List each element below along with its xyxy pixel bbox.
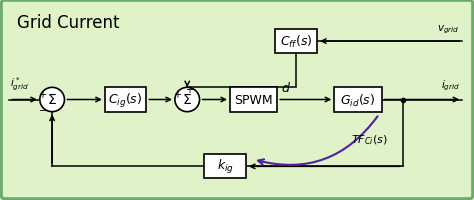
Text: $i^*_{grid}$: $i^*_{grid}$ [10, 75, 29, 92]
Text: $G_{id}(s)$: $G_{id}(s)$ [340, 92, 375, 108]
Circle shape [175, 88, 200, 112]
FancyBboxPatch shape [334, 88, 382, 112]
Text: $k_{ig}$: $k_{ig}$ [217, 158, 234, 175]
Text: +: + [173, 89, 181, 99]
Text: +: + [185, 85, 192, 95]
Text: $\Sigma$: $\Sigma$ [47, 93, 57, 107]
FancyBboxPatch shape [105, 88, 146, 112]
Text: $v_{grid}$: $v_{grid}$ [438, 23, 460, 35]
Text: $\Sigma$: $\Sigma$ [182, 93, 192, 107]
Text: $C_{ff}(s)$: $C_{ff}(s)$ [280, 34, 312, 50]
Text: $d$: $d$ [281, 80, 291, 94]
Text: $-$: $-$ [38, 103, 47, 113]
Text: $TF_{Ci}(s)$: $TF_{Ci}(s)$ [351, 133, 387, 147]
Text: Grid Current: Grid Current [17, 14, 119, 32]
Circle shape [40, 88, 64, 112]
Text: +: + [38, 89, 46, 99]
Text: $i_{grid}$: $i_{grid}$ [441, 79, 460, 93]
FancyBboxPatch shape [275, 30, 317, 54]
FancyBboxPatch shape [230, 88, 277, 112]
FancyBboxPatch shape [204, 154, 246, 179]
Text: SPWM: SPWM [234, 94, 273, 106]
Text: $C_{ig}(s)$: $C_{ig}(s)$ [109, 91, 143, 109]
